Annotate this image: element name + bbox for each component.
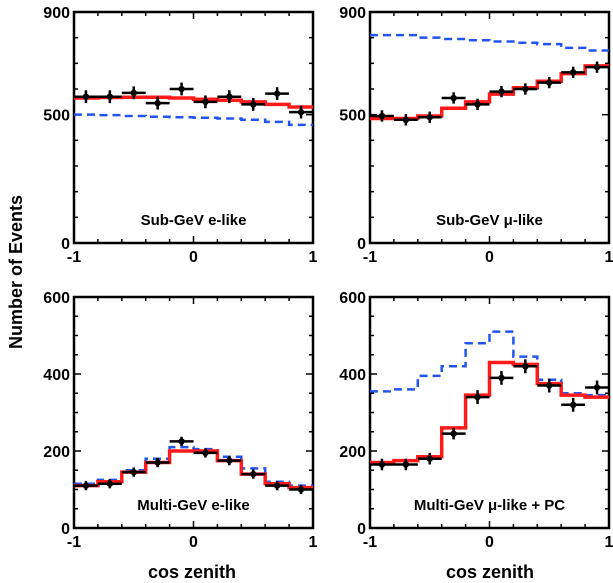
data-point-marker — [250, 101, 257, 108]
panel-plot-area — [370, 33, 609, 126]
data-point-marker — [498, 88, 505, 95]
y-tick-label: 0 — [357, 236, 366, 253]
data-point-marker — [226, 93, 233, 100]
x-tick-label: 1 — [309, 534, 318, 551]
x-axis-title-left: cos zenith — [148, 562, 236, 582]
data-point-marker — [178, 438, 185, 445]
y-tick-label: 400 — [339, 367, 366, 384]
x-tick-label: 1 — [605, 249, 613, 266]
data-point-marker — [297, 108, 305, 116]
panel-label: Sub-GeV e-like — [141, 212, 247, 229]
y-tick-label: 600 — [339, 290, 366, 307]
y-tick-label: 500 — [339, 108, 366, 125]
panel-plot-area — [74, 82, 313, 127]
y-tick-label: 600 — [43, 290, 70, 307]
data-point-marker — [202, 98, 209, 106]
data-point-marker — [569, 69, 577, 76]
x-tick-label: -1 — [363, 534, 377, 551]
data-point-marker — [474, 393, 481, 401]
panel-frame — [368, 10, 611, 245]
x-tick-label: -1 — [67, 249, 81, 266]
data-point-marker — [273, 482, 281, 489]
data-point-marker — [522, 363, 529, 370]
panel-frame — [72, 295, 315, 530]
x-tick-label: -1 — [363, 249, 377, 266]
no-oscillation-histogram — [370, 33, 609, 52]
data-point-marker — [130, 468, 137, 476]
panel-plot-area — [370, 330, 609, 471]
data-point-marker — [178, 85, 185, 93]
panel-frame — [72, 10, 315, 245]
prediction-histogram — [74, 449, 313, 490]
y-tick-label: 400 — [43, 367, 70, 384]
y-tick-label: 200 — [339, 444, 366, 461]
data-point-marker — [378, 112, 386, 120]
y-tick-label: 900 — [339, 5, 366, 22]
y-tick-label: 0 — [61, 521, 70, 538]
x-tick-label: 1 — [605, 534, 613, 551]
prediction-histogram — [370, 64, 609, 121]
data-point-marker — [82, 93, 90, 100]
data-point-marker — [154, 459, 161, 466]
y-tick-label: 900 — [43, 5, 70, 22]
data-point-marker — [426, 114, 433, 121]
data-point-marker — [202, 449, 209, 457]
data-point-marker — [106, 93, 114, 100]
data-point-marker — [546, 382, 553, 389]
x-tick-label: 0 — [189, 249, 198, 266]
no-oscillation-histogram — [370, 330, 609, 397]
data-point-marker — [130, 89, 137, 97]
data-point-marker — [250, 470, 257, 478]
data-point-marker — [154, 99, 161, 107]
data-point-marker — [273, 90, 281, 97]
x-tick-label: 0 — [485, 534, 494, 551]
data-point-marker — [569, 401, 577, 408]
data-point-marker — [297, 486, 305, 493]
data-point-marker — [82, 482, 90, 489]
data-point-marker — [402, 116, 410, 124]
y-tick-label: 0 — [61, 236, 70, 253]
x-tick-label: 1 — [309, 249, 318, 266]
y-tick-label: 200 — [43, 444, 70, 461]
data-point-marker — [226, 457, 233, 464]
data-point-marker — [450, 430, 457, 437]
data-point-marker — [593, 63, 601, 71]
y-tick-label: 0 — [357, 521, 366, 538]
panel-frame — [368, 295, 611, 530]
y-tick-label: 500 — [43, 108, 70, 125]
panel-plot-area — [74, 436, 313, 495]
data-point-marker — [450, 94, 457, 102]
data-point-marker — [593, 384, 601, 391]
data-point-marker — [378, 461, 386, 468]
data-point-marker — [522, 85, 529, 93]
panel-label: Multi-GeV e-like — [137, 497, 250, 514]
data-point-marker — [498, 374, 505, 382]
x-tick-label: -1 — [67, 534, 81, 551]
data-point-marker — [402, 461, 410, 468]
data-point-marker — [474, 101, 481, 108]
data-point-marker — [106, 480, 114, 487]
data-point-marker — [426, 455, 433, 462]
x-axis-title-right: cos zenith — [446, 562, 534, 582]
y-axis-title: Number of Events — [6, 195, 26, 349]
x-tick-label: 0 — [485, 249, 494, 266]
data-point-marker — [546, 79, 553, 86]
panel-label: Sub-GeV μ-like — [436, 212, 543, 229]
no-oscillation-histogram — [74, 113, 313, 127]
x-tick-label: 0 — [189, 534, 198, 551]
panel-label: Multi-GeV μ-like + PC — [414, 497, 565, 514]
